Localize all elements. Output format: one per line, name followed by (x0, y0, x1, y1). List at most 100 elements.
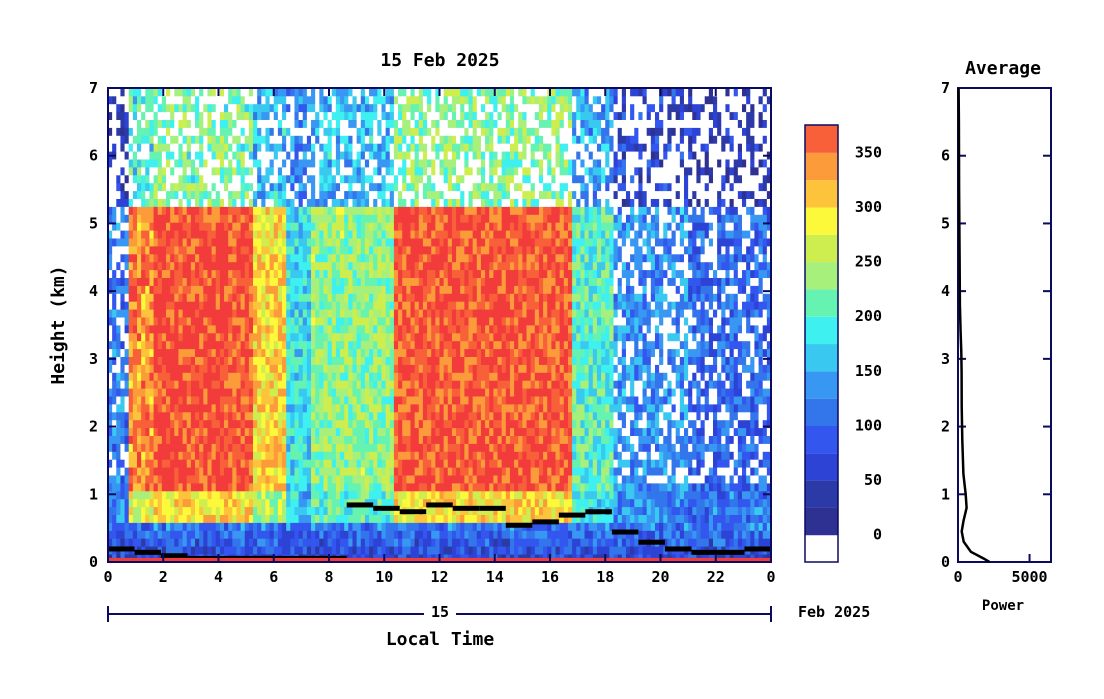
heatmap-cell (190, 538, 196, 547)
heatmap-cell (439, 309, 445, 318)
heatmap-cell (406, 198, 411, 207)
heatmap-cell (112, 483, 117, 492)
heatmap-cell (282, 269, 287, 278)
heatmap-cell (248, 214, 254, 223)
heatmap-cell (232, 427, 237, 436)
heatmap-cell (137, 135, 142, 144)
heatmap-cell (174, 538, 179, 547)
heatmap-cell (199, 459, 204, 468)
heatmap-cell (315, 230, 320, 239)
heatmap-cell (207, 340, 212, 350)
heatmap-cell (323, 475, 329, 484)
heatmap-cell (443, 230, 449, 239)
heatmap-cell (315, 490, 320, 500)
heatmap-cell (207, 127, 212, 136)
heatmap-cell (422, 238, 428, 247)
heatmap-cell (190, 372, 196, 381)
heatmap-cell (178, 151, 183, 160)
heatmap-cell (298, 253, 304, 263)
heatmap-cell (402, 301, 407, 310)
heatmap-cell (323, 277, 329, 286)
heatmap-cell (422, 372, 428, 381)
heatmap-cell (228, 253, 233, 263)
heatmap-cell (315, 435, 320, 444)
heatmap-cell (128, 427, 134, 436)
heatmap-cell (323, 230, 329, 239)
heatmap-cell (273, 269, 279, 278)
heatmap-cell (385, 246, 391, 255)
heatmap-cell (294, 151, 300, 160)
heatmap-cell (174, 301, 179, 310)
heatmap-cell (389, 206, 395, 215)
heatmap-cell (443, 222, 449, 231)
heatmap-cell (137, 127, 142, 136)
heatmap-cell (195, 253, 200, 263)
heatmap-cell (236, 404, 241, 413)
heatmap-cell (319, 498, 324, 508)
heatmap-cell (157, 340, 163, 350)
heatmap-cell (207, 293, 212, 302)
heatmap-cell (381, 459, 387, 468)
heatmap-cell (277, 317, 283, 326)
heatmap-cell (315, 111, 320, 120)
heatmap-cell (265, 182, 270, 192)
heatmap-cell (427, 435, 432, 444)
heatmap-cell (447, 419, 453, 429)
heatmap-cell (344, 459, 349, 468)
heatmap-cell (132, 404, 138, 413)
heatmap-cell (306, 356, 312, 365)
heatmap-cell (402, 246, 407, 255)
heatmap-cell (298, 356, 304, 365)
heatmap-cell (240, 309, 246, 318)
heatmap-cell (232, 396, 237, 405)
heatmap-cell (377, 546, 382, 555)
heatmap-cell (174, 277, 179, 286)
heatmap-cell (451, 490, 457, 500)
heatmap-cell (170, 293, 175, 302)
heatmap-cell (427, 348, 432, 357)
heatmap-cell (431, 325, 436, 334)
heatmap-cell (389, 285, 395, 294)
heatmap-cell (282, 246, 287, 255)
heatmap-cell (124, 238, 130, 247)
heatmap-cell (340, 522, 345, 531)
heatmap-cell (406, 317, 411, 326)
heatmap-cell (402, 332, 407, 342)
heatmap-cell (389, 246, 395, 255)
heatmap-cell (195, 522, 200, 531)
heatmap-cell (257, 167, 262, 176)
heatmap-cell (203, 198, 208, 207)
heatmap-cell (232, 253, 237, 263)
heatmap-cell (149, 396, 154, 405)
heatmap-cell (286, 435, 291, 444)
heatmap-cell (306, 506, 312, 515)
heatmap-cell (447, 372, 453, 381)
heatmap-cell (170, 475, 175, 484)
heatmap-cell (145, 340, 150, 350)
heatmap-cell (157, 467, 163, 476)
heatmap-cell (294, 411, 300, 421)
heatmap-cell (203, 490, 208, 500)
heatmap-cell (161, 151, 167, 160)
heatmap-cell (373, 159, 378, 168)
heatmap-cell (352, 325, 358, 334)
heatmap-cell (298, 277, 304, 286)
heatmap-cell (145, 198, 150, 207)
heatmap-cell (215, 459, 221, 468)
heatmap-cell (199, 253, 204, 263)
heatmap-cell (261, 538, 266, 547)
heatmap-cell (422, 293, 428, 302)
heatmap-cell (166, 135, 171, 144)
heatmap-cell (195, 372, 200, 381)
heatmap-cell (344, 317, 349, 326)
heatmap-cell (224, 530, 229, 539)
heatmap-cell (120, 269, 125, 278)
heatmap-cell (311, 222, 316, 231)
heatmap-cell (364, 182, 370, 192)
heatmap-cell (327, 127, 333, 136)
heatmap-cell (335, 522, 341, 531)
heatmap-cell (414, 483, 420, 492)
heatmap-cell (377, 443, 382, 452)
heatmap-cell (373, 332, 378, 342)
heatmap-cell (145, 238, 150, 247)
